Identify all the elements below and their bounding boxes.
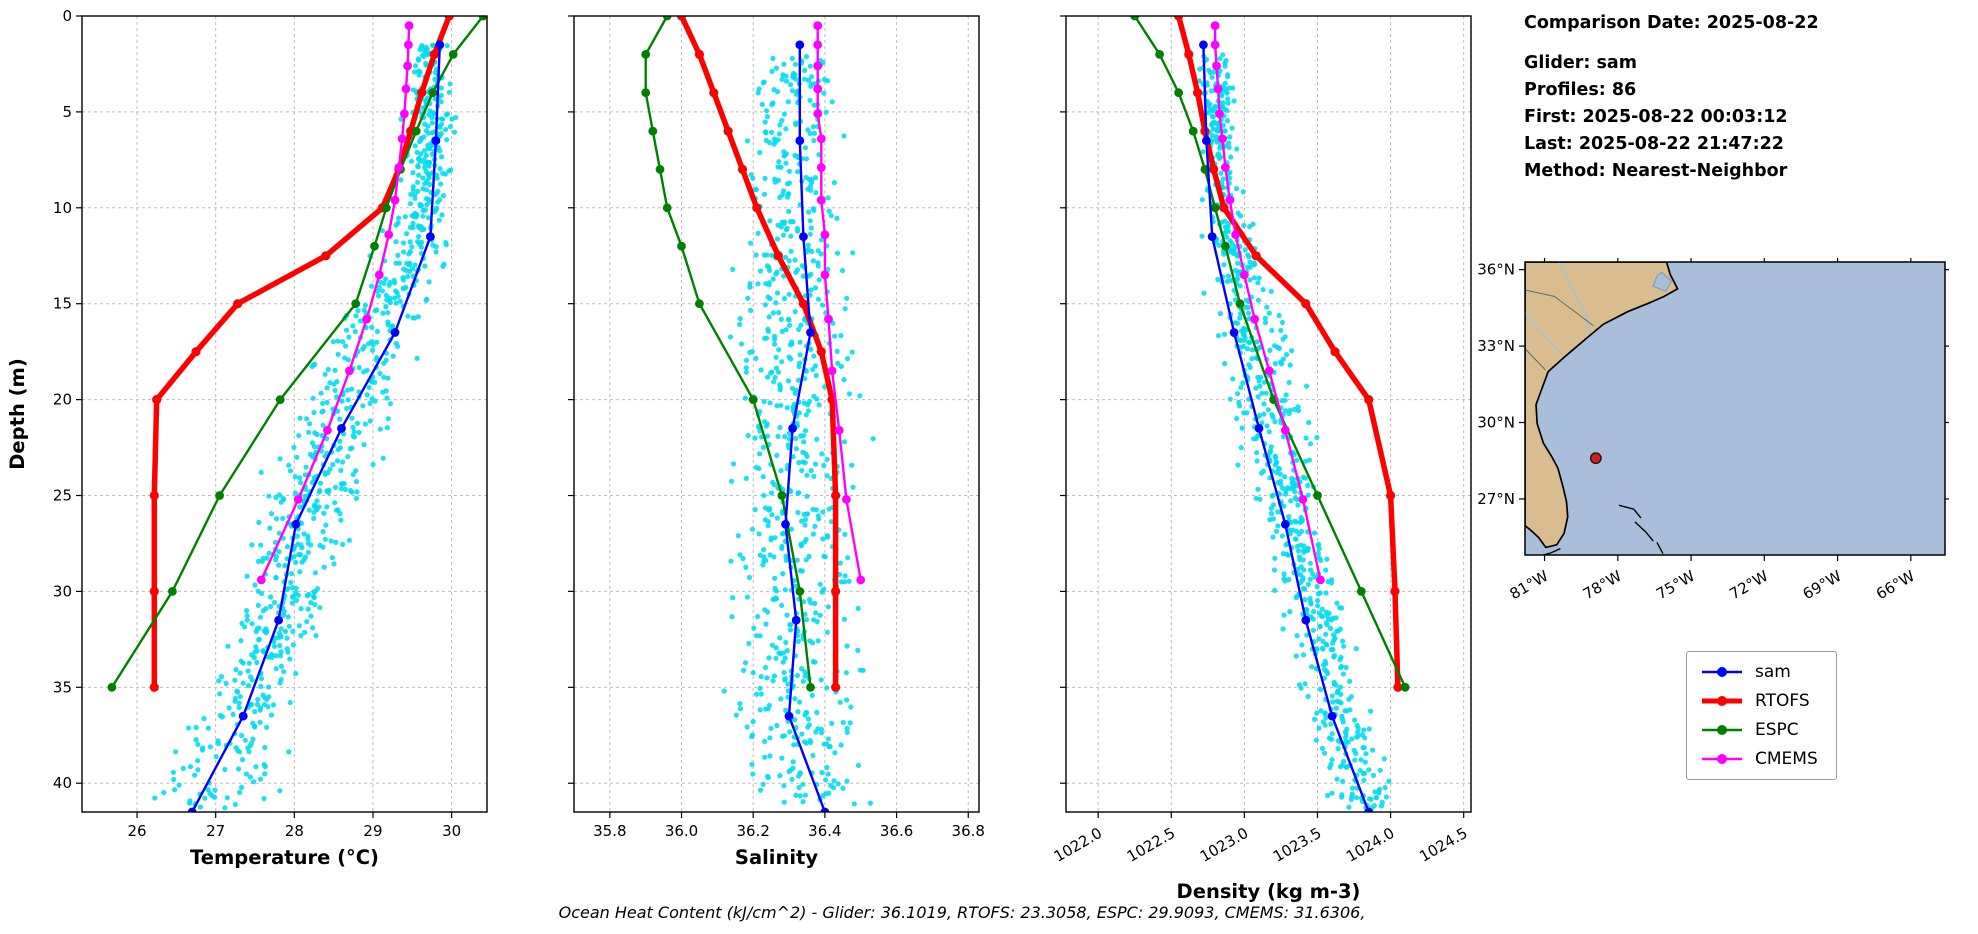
legend-entry-ESPC: ESPC xyxy=(1699,719,1818,741)
legend-entry-RTOFS: RTOFS xyxy=(1699,690,1818,712)
island-coastline xyxy=(1618,504,1642,519)
glider-name-text: Glider: sam xyxy=(1524,53,1637,73)
svg-text:36.6: 36.6 xyxy=(880,822,913,840)
CMEMS-profile-line xyxy=(1210,21,1325,585)
glider-position-marker xyxy=(1589,452,1602,465)
density-plot: 1022.0 1022.5 1023.0 1023.5 1024.0 1024.5 Dens… xyxy=(1051,15,1472,903)
temperature-axes: 26 27 28 29 30 0 5 10 15 20 25 30 35 40 xyxy=(53,7,461,840)
svg-text:75°W: 75°W xyxy=(1653,567,1698,603)
comparison-date-text: Comparison Date: 2025-08-22 xyxy=(1524,13,1819,33)
CMEMS-profile-line xyxy=(813,21,866,585)
svg-text:66°W: 66°W xyxy=(1873,567,1918,603)
glider-scatter xyxy=(152,42,459,811)
svg-text:36.0: 36.0 xyxy=(665,822,698,840)
svg-text:30°N: 30°N xyxy=(1477,414,1515,432)
salinity-xlabel: Salinity xyxy=(735,846,818,869)
CMEMS-profile-line xyxy=(256,21,414,585)
plot-frame xyxy=(81,15,488,813)
svg-text:1022.5: 1022.5 xyxy=(1124,824,1178,866)
legend-sample-RTOFS xyxy=(1702,696,1742,706)
svg-text:29: 29 xyxy=(363,822,382,840)
svg-text:36°N: 36°N xyxy=(1477,261,1515,279)
info-panel: Comparison Date: 2025-08-22 Glider: sam … xyxy=(1524,10,1819,185)
grid xyxy=(574,15,979,812)
legend-entry-CMEMS: CMEMS xyxy=(1699,748,1818,770)
svg-text:35: 35 xyxy=(53,678,72,696)
coastal-sound xyxy=(1652,271,1673,292)
plot-frame xyxy=(573,15,980,813)
svg-text:36.4: 36.4 xyxy=(808,822,841,840)
last-profile-time-text: Last: 2025-08-22 21:47:22 xyxy=(1524,134,1784,154)
salinity-plot: 35.8 36.0 36.2 36.4 36.6 36.8 Salinity xyxy=(568,15,985,869)
method-text: Method: Nearest-Neighbor xyxy=(1524,161,1788,181)
grid xyxy=(82,15,487,812)
svg-text:25: 25 xyxy=(53,487,72,505)
svg-text:0: 0 xyxy=(62,7,72,25)
land-coastline xyxy=(1525,262,1679,549)
svg-text:1022.0: 1022.0 xyxy=(1051,824,1105,866)
svg-text:78°W: 78°W xyxy=(1580,567,1625,603)
depth-axis-label: Depth (m) xyxy=(6,358,29,470)
profiles-count-text: Profiles: 86 xyxy=(1524,80,1637,100)
state-border xyxy=(1525,289,1594,327)
svg-text:30: 30 xyxy=(53,582,72,600)
legend-sample-CMEMS xyxy=(1702,754,1742,764)
island-coastline xyxy=(1634,521,1654,542)
svg-text:27: 27 xyxy=(206,822,225,840)
island-coastline xyxy=(1656,541,1664,555)
RTOFS-profile-line xyxy=(676,16,841,692)
svg-text:1023.0: 1023.0 xyxy=(1197,824,1251,866)
svg-text:27°N: 27°N xyxy=(1477,490,1515,508)
svg-text:36.8: 36.8 xyxy=(952,822,985,840)
ESPC-profile-line xyxy=(107,16,487,692)
sam-profile-line xyxy=(781,40,830,812)
temperature-xlabel: Temperature (°C) xyxy=(190,846,379,869)
ESPC-profile-line xyxy=(641,16,815,692)
svg-text:26: 26 xyxy=(128,822,147,840)
svg-text:33°N: 33°N xyxy=(1477,337,1515,355)
svg-text:1024.5: 1024.5 xyxy=(1416,824,1470,866)
svg-text:1024.0: 1024.0 xyxy=(1343,824,1397,866)
svg-text:81°W: 81°W xyxy=(1507,567,1552,603)
legend: sam RTOFS ESPC CMEMS xyxy=(1686,651,1837,780)
legend-sample-ESPC xyxy=(1702,725,1742,735)
sam-profile-line xyxy=(187,40,445,812)
ocean-heat-content-footer: Ocean Heat Content (kJ/cm^2) - Glider: 3… xyxy=(558,903,1366,922)
legend-entry-sam: sam xyxy=(1699,661,1818,683)
svg-text:15: 15 xyxy=(53,295,72,313)
legend-label: CMEMS xyxy=(1755,749,1818,769)
river xyxy=(1558,262,1590,334)
river xyxy=(1525,312,1563,355)
svg-text:69°W: 69°W xyxy=(1800,567,1845,603)
salinity-axes: 35.8 36.0 36.2 36.4 36.6 36.8 xyxy=(568,15,985,840)
grid xyxy=(1066,15,1471,812)
legend-label: RTOFS xyxy=(1755,691,1810,711)
sam-profile-line xyxy=(1199,40,1374,812)
first-profile-time-text: First: 2025-08-22 00:03:12 xyxy=(1524,107,1788,127)
legend-label: sam xyxy=(1755,662,1791,682)
legend-label: ESPC xyxy=(1755,720,1799,740)
svg-text:35.8: 35.8 xyxy=(593,822,626,840)
plot-frame xyxy=(1065,15,1472,813)
svg-text:5: 5 xyxy=(62,103,72,121)
svg-text:20: 20 xyxy=(53,391,72,409)
density-axes: 1022.0 1022.5 1023.0 1023.5 1024.0 1024.5 xyxy=(1051,15,1471,866)
map-frame xyxy=(1524,261,1946,556)
svg-text:1023.5: 1023.5 xyxy=(1270,824,1324,866)
svg-text:72°W: 72°W xyxy=(1726,567,1771,603)
temperature-plot: 26 27 28 29 30 0 5 10 15 20 25 30 35 40 Temperature (°… xyxy=(53,7,488,869)
svg-text:30: 30 xyxy=(442,822,461,840)
info-gap xyxy=(1524,37,1819,50)
legend-sample-sam xyxy=(1702,667,1742,677)
state-border xyxy=(1525,348,1547,371)
svg-text:28: 28 xyxy=(285,822,304,840)
density-xlabel: Density (kg m-3) xyxy=(1177,880,1361,903)
svg-text:10: 10 xyxy=(53,199,72,217)
svg-text:40: 40 xyxy=(53,774,72,792)
svg-text:36.2: 36.2 xyxy=(737,822,770,840)
location-map: 81°W 78°W 75°W 72°W 69°W 66°W 36°N 33°N 30°N 27°N xyxy=(1477,258,1949,603)
